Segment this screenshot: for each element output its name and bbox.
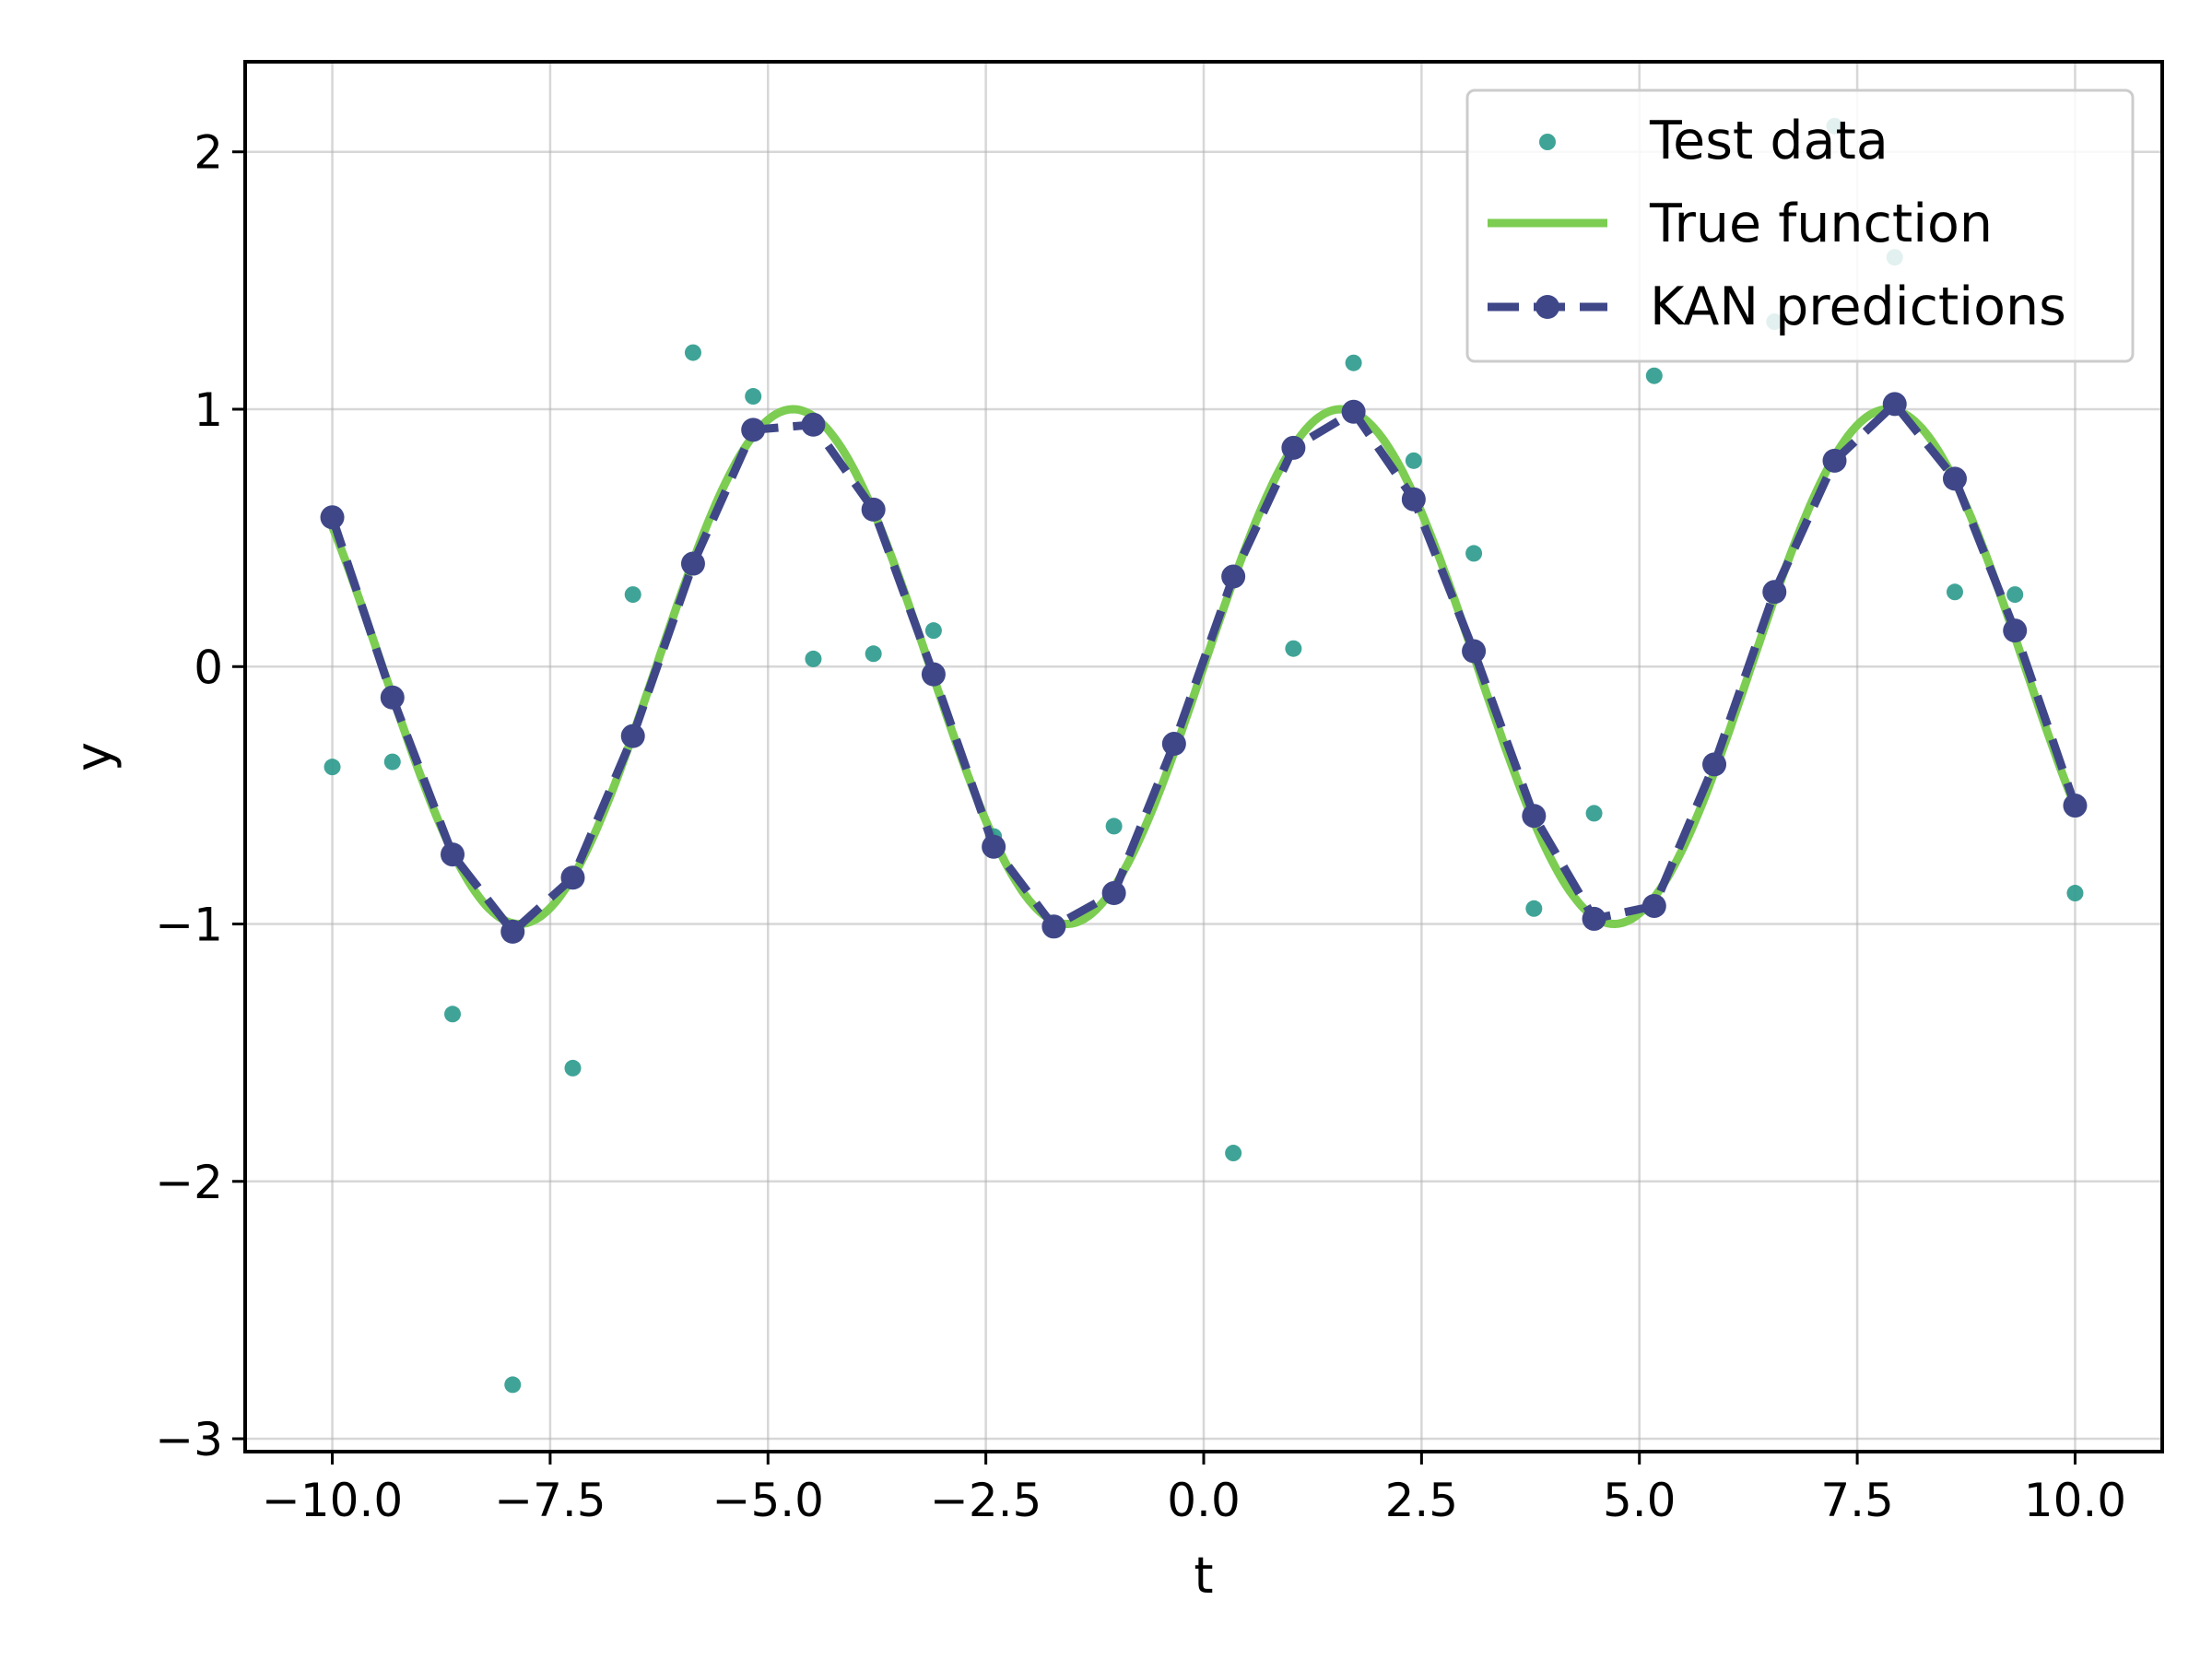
- test-data-point: [805, 650, 822, 667]
- kan-prediction-point: [1882, 392, 1907, 417]
- x-tick-label: −5.0: [712, 1474, 824, 1527]
- legend-label-true-function: True function: [1649, 194, 1993, 254]
- test-data-point: [1465, 545, 1483, 562]
- x-tick-label: 10.0: [2024, 1474, 2126, 1527]
- legend-marker-test-data: [1539, 134, 1556, 150]
- kan-prediction-point: [861, 497, 886, 522]
- kan-predictions-series: [320, 392, 2088, 944]
- y-tick-label: 2: [194, 126, 223, 180]
- legend-box: [1465, 88, 2135, 363]
- y-axis-label: y: [65, 742, 123, 771]
- kan-prediction-point: [1041, 914, 1066, 939]
- kan-prediction-point: [1582, 906, 1606, 931]
- legend-marker-kan-predictions: [1535, 295, 1559, 319]
- x-tick-label: −2.5: [930, 1474, 1041, 1527]
- kan-prediction-point: [741, 418, 766, 442]
- kan-prediction-point: [1161, 732, 1186, 757]
- y-tick-label: −1: [155, 899, 223, 952]
- kan-prediction-point: [1221, 564, 1246, 589]
- test-data-point: [624, 586, 641, 604]
- kan-prediction-point: [1462, 639, 1487, 664]
- kan-prediction-point: [560, 865, 585, 890]
- test-data-point: [684, 344, 701, 361]
- kan-prediction-point: [1101, 881, 1126, 906]
- test-data-point: [444, 1006, 462, 1023]
- x-axis-label: t: [1194, 1547, 1213, 1605]
- kan-prediction-point: [620, 724, 645, 748]
- kan-prediction-point: [1281, 435, 1306, 460]
- x-tick-label: 2.5: [1385, 1474, 1459, 1527]
- kan-prediction-point: [1702, 752, 1727, 777]
- kan-prediction-point: [1762, 580, 1787, 605]
- test-data-point: [504, 1376, 522, 1394]
- test-data-point: [1345, 354, 1362, 371]
- test-data-point: [745, 388, 762, 406]
- kan-prediction-point: [1401, 487, 1426, 512]
- x-tick-label: 7.5: [1820, 1474, 1894, 1527]
- kan-prediction-point: [680, 551, 705, 576]
- test-data-point: [1285, 640, 1302, 657]
- kan-prediction-point: [380, 685, 405, 710]
- kan-prediction-point: [921, 662, 946, 687]
- kan-predictions-line: [328, 399, 2079, 936]
- kan-prediction-point: [1341, 399, 1366, 424]
- y-tick-label: 1: [194, 383, 223, 437]
- test-data-point: [2006, 586, 2024, 604]
- legend-label-kan-predictions: KAN predictions: [1650, 276, 2066, 337]
- kan-prediction-point: [801, 412, 826, 437]
- kan-prediction-point: [982, 834, 1006, 859]
- test-data-point: [564, 1059, 582, 1077]
- kan-prediction-point: [500, 919, 525, 944]
- y-tick-label: −3: [155, 1413, 223, 1466]
- test-data-point: [1946, 583, 1963, 601]
- x-tick-label: 0.0: [1167, 1474, 1241, 1527]
- test-data-point: [2066, 885, 2084, 902]
- test-data-point: [324, 759, 341, 776]
- y-tick-label: −2: [155, 1156, 223, 1209]
- y-tick-label: 0: [194, 641, 223, 694]
- kan-prediction-point: [1522, 804, 1547, 829]
- test-data-point: [1225, 1145, 1242, 1162]
- kan-prediction-point: [320, 505, 345, 530]
- kan-prediction-point: [1641, 893, 1666, 918]
- x-tick-label: −10.0: [262, 1474, 403, 1527]
- legend-label-test-data: Test data: [1649, 111, 1888, 171]
- kan-prediction-point: [1822, 448, 1847, 473]
- test-data-point: [865, 645, 882, 663]
- kan-prediction-point: [2063, 794, 2088, 818]
- axis-ticks: −10.0 −7.5 −5.0 −2.5 0.0 2.5 5.0 7.5 10.0 −3 −2 −1 0…: [155, 126, 2126, 1527]
- test-data-point: [1585, 805, 1603, 822]
- x-tick-label: 5.0: [1603, 1474, 1677, 1527]
- test-data-point: [383, 753, 401, 771]
- x-tick-label: −7.5: [494, 1474, 606, 1527]
- kan-prediction-point: [2003, 618, 2028, 643]
- test-data-point: [1525, 900, 1543, 917]
- test-data-point: [1645, 367, 1663, 384]
- legend: Test data True function KAN predictions: [1465, 88, 2135, 363]
- kan-prediction-point: [1942, 466, 1967, 491]
- test-data-point: [924, 622, 942, 640]
- kan-prediction-point: [441, 842, 465, 867]
- test-data-point: [1405, 452, 1422, 469]
- test-data-point: [1105, 818, 1123, 835]
